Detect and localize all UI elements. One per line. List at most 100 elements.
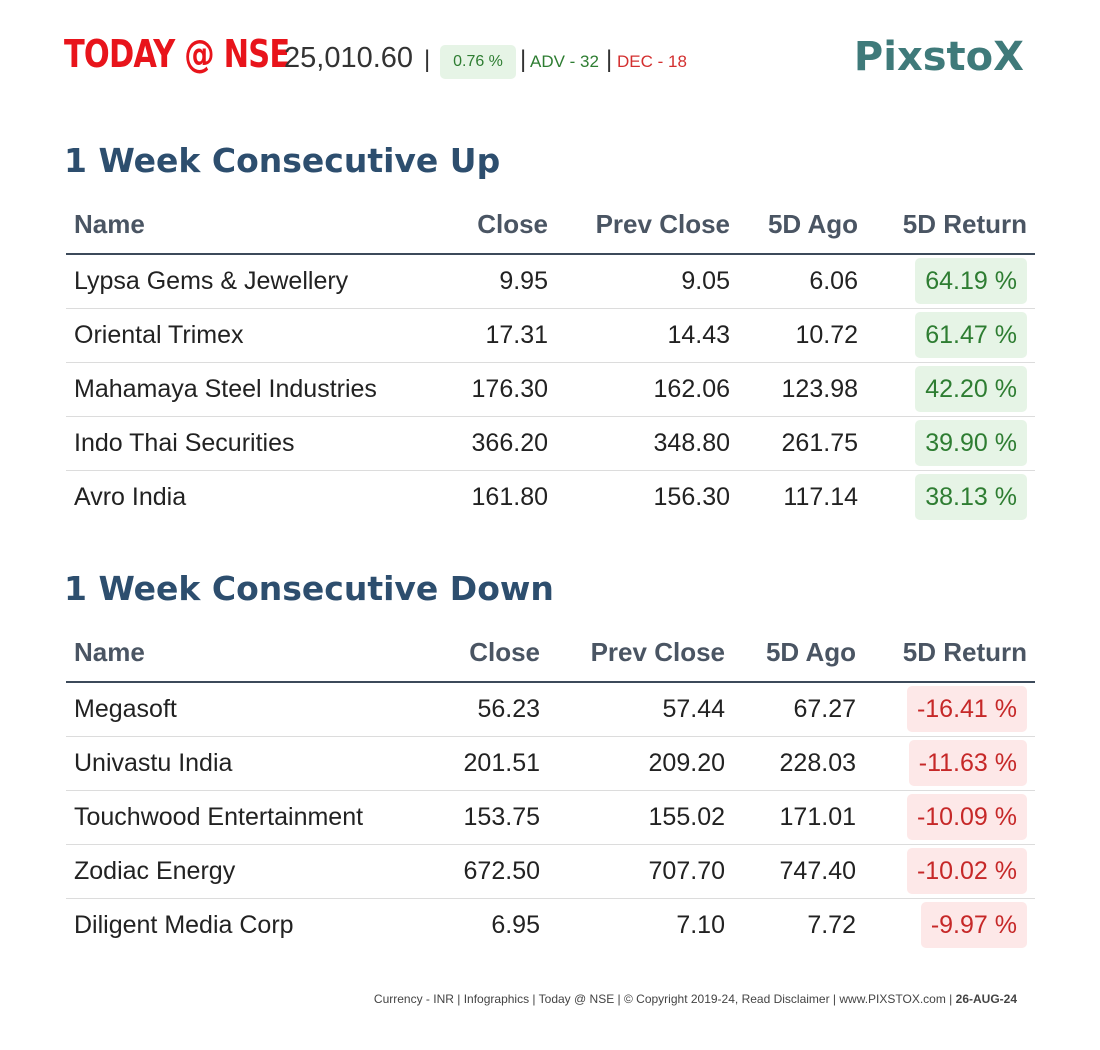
five-day-return-cell: 42.20 % <box>866 362 1035 417</box>
declines-count: DEC - 18 <box>617 52 687 71</box>
footer: Currency - INR | Infographics | Today @ … <box>374 992 1017 1006</box>
down-table-body: Megasoft 56.23 57.44 67.27 -16.41 % Univastu … <box>66 682 1035 952</box>
column-header-5d-return: 5D Return <box>864 624 1035 683</box>
five-day-ago-value: 261.75 <box>738 416 866 471</box>
prev-close-value: 7.10 <box>676 910 725 939</box>
stock-name-link[interactable]: Touchwood Entertainment <box>66 790 438 845</box>
prev-close-value: 155.02 <box>548 790 733 845</box>
close-value: 153.75 <box>438 790 548 845</box>
five-day-return-badge: 64.19 % <box>915 258 1027 305</box>
five-day-return-cell: 61.47 % <box>866 308 1035 363</box>
table-row: Lypsa Gems & Jewellery 9.95 9.05 6.06 64.19 … <box>66 254 1035 309</box>
down-section-title: 1 Week Consecutive Down <box>64 569 554 608</box>
five-day-return-cell: -10.02 % <box>864 844 1035 899</box>
close-value: 366.20 <box>446 416 556 471</box>
table-row: Zodiac Energy 672.50 707.70 747.40 -10.02 % <box>66 844 1035 899</box>
five-day-ago-value: 117.14 <box>783 482 858 511</box>
stock-name-link[interactable]: Univastu India <box>66 736 438 791</box>
table-row: Oriental Trimex 17.31 14.43 10.72 61.47 % <box>66 308 1035 363</box>
stock-name-link[interactable]: Mahamaya Steel Industries <box>66 362 446 417</box>
stock-name-link[interactable]: Diligent Media Corp <box>74 910 294 939</box>
index-value: 25,010.60 <box>284 42 414 74</box>
five-day-ago-value: 228.03 <box>733 736 864 791</box>
five-day-return-badge: 61.47 % <box>915 312 1027 358</box>
five-day-return-badge: -9.97 % <box>920 902 1027 949</box>
close-value: 672.50 <box>438 844 548 899</box>
close-value: 17.31 <box>446 308 556 363</box>
up-table-body: Lypsa Gems & Jewellery 9.95 9.05 6.06 64.19 … <box>66 254 1035 524</box>
index-change-badge: 0.76 % <box>440 45 516 79</box>
table-row: Univastu India 201.51 209.20 228.03 -11.63 % <box>66 736 1035 791</box>
five-day-return-badge: -16.41 % <box>906 686 1027 733</box>
column-header-close: Close <box>438 624 548 683</box>
prev-close-value: 14.43 <box>556 308 738 363</box>
prev-close-value: 9.05 <box>556 254 738 309</box>
table-row: Megasoft 56.23 57.44 67.27 -16.41 % <box>66 682 1035 737</box>
five-day-return-cell: -16.41 % <box>864 682 1035 737</box>
close-value: 56.23 <box>438 682 548 737</box>
five-day-return-cell: -10.09 % <box>864 790 1035 845</box>
separator: | <box>424 46 431 73</box>
five-day-return-cell: -9.97 % <box>864 898 1035 952</box>
column-header-prev-close: Prev Close <box>548 624 733 683</box>
prev-close-value: 57.44 <box>548 682 733 737</box>
five-day-ago-value: 7.72 <box>807 910 856 939</box>
footer-text: Currency - INR | Infographics | Today @ … <box>373 992 956 1006</box>
pixstox-logo: PixstoX <box>853 34 1024 80</box>
column-header-5d-ago: 5D Ago <box>738 196 866 255</box>
separator: | <box>520 46 527 73</box>
column-header-name: Name <box>66 624 438 683</box>
close-value: 6.95 <box>491 910 540 939</box>
stock-name-link[interactable]: Megasoft <box>66 682 438 737</box>
five-day-ago-value: 171.01 <box>733 790 864 845</box>
five-day-return-badge: 39.90 % <box>915 420 1027 466</box>
five-day-return-cell: -11.63 % <box>864 736 1035 791</box>
column-header-5d-ago: 5D Ago <box>733 624 864 683</box>
column-header-5d-return: 5D Return <box>866 196 1035 255</box>
close-value: 9.95 <box>446 254 556 309</box>
five-day-return-badge: 38.13 % <box>915 474 1027 521</box>
table-header-row: Name Close Prev Close 5D Ago 5D Return <box>66 624 1035 683</box>
table-row: Indo Thai Securities 366.20 348.80 261.75 39… <box>66 416 1035 471</box>
stock-name-link[interactable]: Indo Thai Securities <box>66 416 446 471</box>
five-day-return-badge: -10.02 % <box>906 848 1027 894</box>
five-day-ago-value: 6.06 <box>738 254 866 309</box>
table-row: Mahamaya Steel Industries 176.30 162.06 123… <box>66 362 1035 417</box>
five-day-return-badge: -10.09 % <box>906 794 1027 840</box>
table-row: Avro India 161.80 156.30 117.14 38.13 % <box>66 470 1035 524</box>
prev-close-value: 707.70 <box>548 844 733 899</box>
table-header-row: Name Close Prev Close 5D Ago 5D Return <box>66 196 1035 255</box>
five-day-ago-value: 123.98 <box>738 362 866 417</box>
brand-title: TODAY @ NSE <box>64 32 290 76</box>
down-table: Name Close Prev Close 5D Ago 5D Return M… <box>66 624 1035 952</box>
prev-close-value: 156.30 <box>653 482 730 511</box>
table-row: Touchwood Entertainment 153.75 155.02 171.0… <box>66 790 1035 845</box>
prev-close-value: 162.06 <box>556 362 738 417</box>
five-day-return-badge: -11.63 % <box>908 740 1027 786</box>
five-day-ago-value: 67.27 <box>733 682 864 737</box>
column-header-close: Close <box>446 196 556 255</box>
five-day-return-badge: 42.20 % <box>915 366 1027 412</box>
five-day-return-cell: 39.90 % <box>866 416 1035 471</box>
prev-close-value: 348.80 <box>556 416 738 471</box>
table-row: Diligent Media Corp 6.95 7.10 7.72 -9.97 % <box>66 898 1035 952</box>
close-value: 161.80 <box>471 482 548 511</box>
up-table: Name Close Prev Close 5D Ago 5D Return L… <box>66 196 1035 524</box>
advances-count: ADV - 32 <box>530 52 599 71</box>
close-value: 201.51 <box>438 736 548 791</box>
five-day-return-cell: 64.19 % <box>866 254 1035 309</box>
stock-name-link[interactable]: Avro India <box>74 482 187 511</box>
five-day-return-cell: 38.13 % <box>866 470 1035 524</box>
five-day-ago-value: 747.40 <box>733 844 864 899</box>
column-header-prev-close: Prev Close <box>556 196 738 255</box>
separator: | <box>606 46 613 73</box>
stock-name-link[interactable]: Lypsa Gems & Jewellery <box>66 254 446 309</box>
footer-date: 26-AUG-24 <box>955 992 1017 1006</box>
five-day-ago-value: 10.72 <box>738 308 866 363</box>
close-value: 176.30 <box>446 362 556 417</box>
column-header-name: Name <box>66 196 446 255</box>
stock-name-link[interactable]: Oriental Trimex <box>66 308 446 363</box>
stock-name-link[interactable]: Zodiac Energy <box>66 844 438 899</box>
header-bar: TODAY @ NSE 25,010.60 | 0.76 % | ADV - 3… <box>64 30 1036 90</box>
up-section-title: 1 Week Consecutive Up <box>64 141 501 180</box>
